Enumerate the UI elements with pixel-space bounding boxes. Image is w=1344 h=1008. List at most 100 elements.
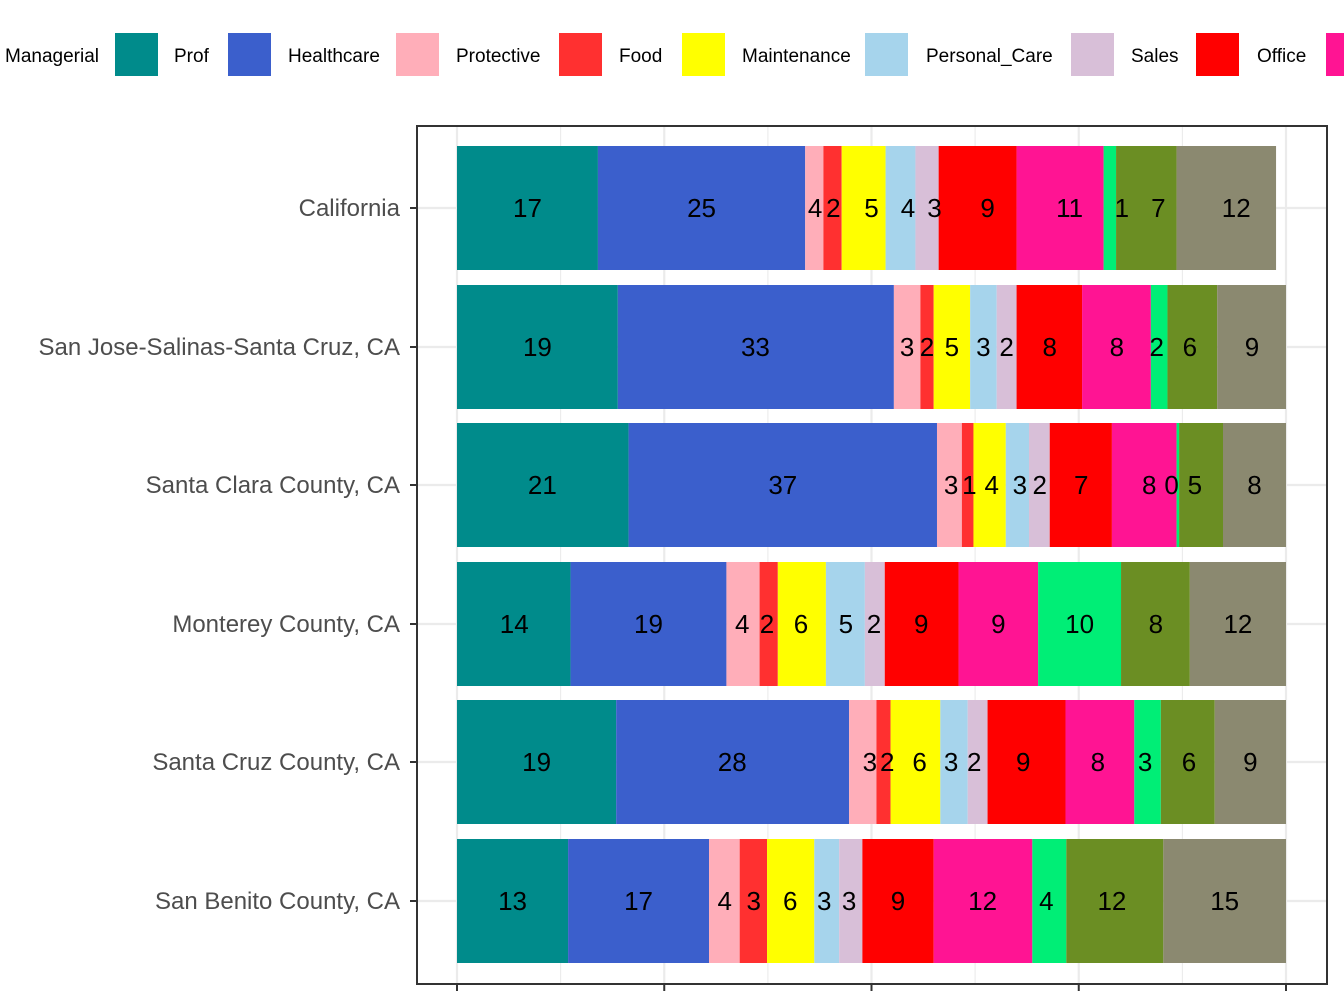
data-label: 4 [901,193,915,223]
bar-segment-healthcare [936,423,962,547]
legend-swatch-sales [1196,33,1239,76]
bar-segment-sales [938,146,1017,270]
legend-swatch-healthcare [396,33,439,76]
data-label: 1 [1115,193,1129,223]
bar-segment-maintenance [1005,423,1030,547]
data-label: 14 [500,609,529,639]
bar-segment-healthcare [726,562,760,686]
bar-segment-prof [568,839,710,963]
bar-segment-personal-care [839,839,863,963]
data-label: 5 [945,332,959,362]
data-label: 3 [1013,470,1027,500]
data-label: 19 [634,609,663,639]
data-label: 1 [962,470,976,500]
bar-segment-prof [628,423,937,547]
bar-segment-personal-care [915,146,939,270]
data-label: 6 [1183,332,1197,362]
bar-segment-protective [961,423,974,547]
bar-segment-healthcare [805,146,824,270]
legend: Managerial Prof Healthcare Protective Food Ma… [5,33,1344,76]
bar-segment-series-11 [1179,423,1223,547]
data-label: 2 [867,609,881,639]
bar-segment-series-12 [1217,285,1286,409]
bar-segment-maintenance [814,839,840,963]
data-label: 11 [1056,193,1083,223]
data-label: 4 [808,193,822,223]
data-label: 2 [760,609,774,639]
bar-segment-protective [759,562,778,686]
bar-segment-maintenance [970,285,997,409]
data-label: 17 [513,193,542,223]
data-label: 10 [1065,609,1094,639]
plot-border [416,125,1328,985]
bar-segment-personal-care [864,562,885,686]
legend-label-food: Food [619,46,662,67]
y-tick-label: San Benito County, CA [155,888,400,915]
data-label: 3 [747,886,761,916]
bar-segment-prof [616,700,850,824]
bar-segment-office [1016,146,1104,270]
data-label: 12 [1097,886,1126,916]
legend-label-healthcare: Healthcare [288,46,380,67]
bar-segment-series-11 [1121,562,1190,686]
bar-segment-series-10 [1038,562,1122,686]
legend-label-personal-care: Personal_Care [926,46,1053,67]
bar-row-monterey-county-ca: 14 19 4 2 6 5 2 9 9 10 8 12 [457,562,1286,686]
bar-segment-series-10 [1032,839,1067,963]
bar-segment-sales [1016,285,1083,409]
bar-segment-office [1065,700,1135,824]
bar-segment-sales [987,700,1066,824]
bar-segment-series-10 [1150,285,1168,409]
data-label: 9 [980,193,994,223]
bar-segment-healthcare [849,700,877,824]
data-label: 12 [1222,193,1251,223]
data-label: 12 [1223,609,1252,639]
data-label: 8 [1043,332,1057,362]
data-label: 2 [920,332,934,362]
data-label: 8 [1149,609,1163,639]
bar-segment-office [958,562,1039,686]
bar-segment-series-12 [1222,423,1286,547]
y-tick-label: Monterey County, CA [172,611,400,638]
legend-label-protective: Protective [456,46,540,67]
data-label: 25 [687,193,716,223]
bar-segment-series-12 [1189,562,1286,686]
data-label: 21 [528,470,557,500]
bar-segment-protective [920,285,934,409]
data-label: 7 [1151,193,1165,223]
data-label: 28 [718,747,747,777]
data-label: 19 [522,747,551,777]
data-label: 3 [842,886,856,916]
legend-label-office: Office [1257,46,1306,67]
legend-swatch-maintenance [865,33,908,76]
data-label: 3 [944,470,958,500]
legend-swatch-prof [228,33,271,76]
data-label: 2 [967,747,981,777]
data-label: 3 [976,332,990,362]
data-label: 8 [1142,470,1156,500]
bar-segment-office [1082,285,1151,409]
data-label: 3 [1138,747,1152,777]
data-label: 4 [984,470,998,500]
bar-segment-prof [597,146,806,270]
data-label: 6 [794,609,808,639]
bar-row-santa-cruz-county-ca: 19 28 3 2 6 3 2 9 8 3 6 9 [457,700,1286,824]
y-tick-label: Santa Cruz County, CA [152,749,400,776]
data-label: 8 [1110,332,1124,362]
bar-segment-food [973,423,1006,547]
bar-segment-series-10 [1103,146,1117,270]
data-label: 37 [768,470,797,500]
data-label: 12 [968,886,997,916]
bar-segment-sales [884,562,959,686]
bar-segment-managerial [457,423,629,547]
bar-segment-maintenance [940,700,968,824]
bar-segment-managerial [457,700,617,824]
bar-segment-prof [617,285,894,409]
data-label: 9 [1245,332,1259,362]
bar-segment-protective [823,146,842,270]
data-label: 3 [863,747,877,777]
bar-segment-managerial [457,285,618,409]
legend-label-prof: Prof [174,46,210,67]
